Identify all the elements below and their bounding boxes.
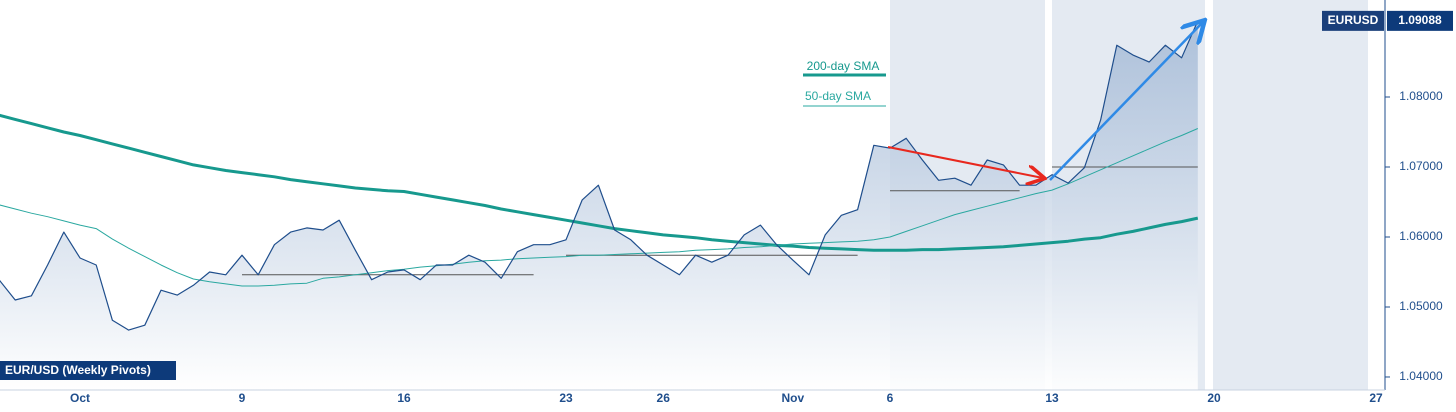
x-tick-label: 26 [657, 391, 671, 405]
legend-label: 200-day SMA [807, 59, 880, 73]
x-tick-label: 23 [559, 391, 573, 405]
tag-value-bg [1387, 10, 1453, 31]
area-fill [0, 20, 1198, 390]
y-tick-label: 1.07000 [1399, 159, 1443, 173]
x-tick-label: 9 [239, 391, 246, 405]
price-line [0, 20, 1199, 331]
y-tick-label: 1.04000 [1399, 369, 1443, 383]
plot-area [0, 20, 1199, 390]
arrow-up [1049, 22, 1203, 181]
x-tick-label: 27 [1369, 391, 1383, 405]
x-tick-label: 13 [1045, 391, 1059, 405]
price-tag: EURUSD 1.09088 [1322, 10, 1453, 31]
arrow-down [887, 146, 1043, 178]
sma-line [0, 128, 1198, 287]
tag-name-bg [1322, 10, 1384, 31]
label-box: EUR/USD (Weekly Pivots) [5, 363, 151, 377]
annotations [887, 22, 1203, 181]
y-tick-label: 1.06000 [1399, 229, 1443, 243]
x-tick-label: 6 [887, 391, 894, 405]
legend: 200-day SMA 50-day SMA [803, 59, 886, 107]
sma-line [0, 113, 1199, 252]
x-tick-label: Nov [781, 391, 804, 405]
shaded-period [1213, 0, 1368, 390]
tag-value: 1.09088 [1398, 13, 1442, 27]
x-tick-label: 16 [397, 391, 411, 405]
label-box-bg [0, 361, 176, 380]
tag-name: EURUSD [1328, 13, 1379, 27]
x-tick-label: 20 [1207, 391, 1221, 405]
legend-label: 50-day SMA [805, 89, 871, 103]
x-tick-label: Oct [70, 391, 90, 405]
y-tick-label: 1.05000 [1399, 299, 1443, 313]
y-tick-label: 1.08000 [1399, 89, 1443, 103]
